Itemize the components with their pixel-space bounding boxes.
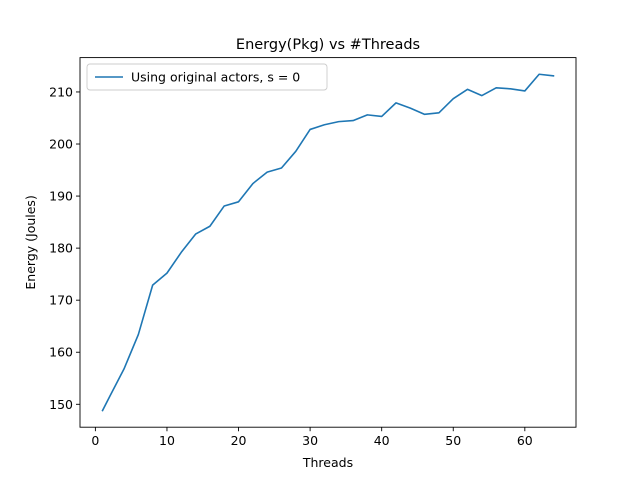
y-axis-ticks: 150 160 170 180 190 200 210 (49, 84, 80, 412)
y-tick-label: 160 (49, 345, 73, 360)
y-tick-label: 170 (49, 293, 73, 308)
x-tick-label: 30 (302, 433, 318, 448)
x-tick-label: 60 (517, 433, 533, 448)
plot-area (80, 57, 576, 428)
y-axis-label: Energy (Joules) (23, 195, 38, 289)
x-tick-label: 40 (374, 433, 390, 448)
plot-frame (79, 57, 577, 428)
y-tick-label: 150 (49, 397, 73, 412)
y-tick-label: 200 (49, 137, 73, 152)
legend-box (86, 63, 328, 91)
x-tick-label: 10 (159, 433, 175, 448)
y-tick-label: 210 (49, 84, 73, 99)
x-tick-label: 50 (445, 433, 461, 448)
x-axis-ticks: 0 10 20 30 40 50 60 (91, 427, 533, 448)
x-tick-label: 20 (231, 433, 247, 448)
series-line (101, 73, 555, 412)
y-tick-label: 180 (49, 241, 73, 256)
chart-title: Energy(Pkg) vs #Threads (236, 37, 420, 53)
y-tick-label: 190 (49, 189, 73, 204)
x-tick-label: 0 (91, 433, 99, 448)
x-axis-label: Threads (302, 455, 353, 470)
legend: Using original actors, s = 0 (86, 63, 328, 91)
legend-label: Using original actors, s = 0 (131, 70, 300, 85)
